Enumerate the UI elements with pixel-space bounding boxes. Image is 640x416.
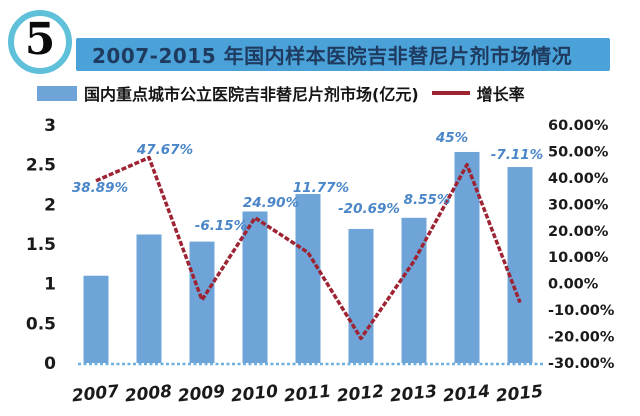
growth-rate-line	[95, 155, 522, 341]
figure-number-badge: 5	[8, 10, 72, 74]
x-tick-2014: 2014	[442, 382, 491, 407]
left-axis-tick: 2.5	[26, 156, 56, 176]
chart-title: 2007-2015 年国内样本医院吉非替尼片剂市场情况	[92, 44, 573, 68]
x-tick-2010: 2010	[230, 382, 279, 407]
bar-2013	[401, 217, 427, 363]
x-tick-2012: 2012	[336, 382, 385, 407]
bar-2009	[189, 241, 215, 363]
line-legend-swatch	[431, 91, 470, 95]
growth-label-2012: -20.69%	[338, 201, 400, 217]
growth-label-2013: 8.55%	[404, 192, 451, 208]
bar-2010	[242, 211, 268, 363]
figure-number: 5	[24, 14, 56, 65]
x-tick-2011: 2011	[283, 382, 332, 407]
left-axis-tick: 1	[44, 275, 56, 295]
growth-label-2009: -6.15%	[195, 218, 247, 234]
right-axis-tick: -30.00%	[548, 356, 615, 372]
growth-label-2010: 24.90%	[243, 195, 299, 211]
left-axis-tick: 2	[44, 195, 56, 215]
bars-legend-swatch	[37, 85, 77, 101]
left-axis-tick: 3	[44, 116, 56, 136]
right-axis-tick: 40.00%	[548, 171, 609, 187]
x-tick-2008: 2008	[124, 382, 173, 407]
growth-label-2008: 47.67%	[136, 142, 193, 158]
x-tick-2009: 2009	[177, 382, 226, 407]
right-axis-tick: 50.00%	[548, 144, 609, 160]
chart-title-banner: 2007-2015 年国内样本医院吉非替尼片剂市场情况	[76, 38, 610, 71]
bar-2011	[295, 194, 321, 363]
right-axis-tick: 20.00%	[548, 224, 609, 240]
x-tick-2007: 2007	[71, 382, 120, 407]
bar-2012	[348, 228, 374, 363]
bar-2014	[454, 151, 480, 363]
growth-label-2014: 45%	[435, 130, 468, 146]
left-axis-tick: 1.5	[26, 235, 56, 255]
combo-chart: 3 2.5 2 1.5 1 0.5 0 60.00% 50.00% 40.00% 30.00% 20.…	[26, 116, 615, 407]
right-axis-tick: -20.00%	[548, 330, 615, 346]
x-tick-2015: 2015	[495, 382, 544, 407]
bar-2007	[83, 275, 109, 363]
right-axis-tick: 0.00%	[548, 277, 599, 293]
chart-legend: 国内重点城市公立医院吉非替尼片剂市场(亿元) 增长率	[37, 82, 632, 104]
right-axis-tick: -10.00%	[548, 303, 615, 319]
growth-label-2007: 38.89%	[72, 180, 128, 196]
right-axis-tick: 10.00%	[548, 250, 609, 266]
right-axis-tick: 60.00%	[548, 118, 609, 134]
growth-label-2011: 11.77%	[293, 180, 349, 196]
line-legend-label: 增长率	[476, 85, 525, 104]
bar-2008	[136, 234, 162, 363]
bars-legend-label: 国内重点城市公立医院吉非替尼片剂市场(亿元)	[84, 85, 419, 104]
left-axis-tick: 0	[44, 354, 56, 374]
left-axis-tick: 0.5	[26, 314, 56, 334]
x-tick-2013: 2013	[389, 382, 438, 407]
right-axis-tick: 30.00%	[548, 197, 609, 213]
growth-label-2015: -7.11%	[491, 147, 543, 163]
bar-2015	[507, 167, 533, 363]
